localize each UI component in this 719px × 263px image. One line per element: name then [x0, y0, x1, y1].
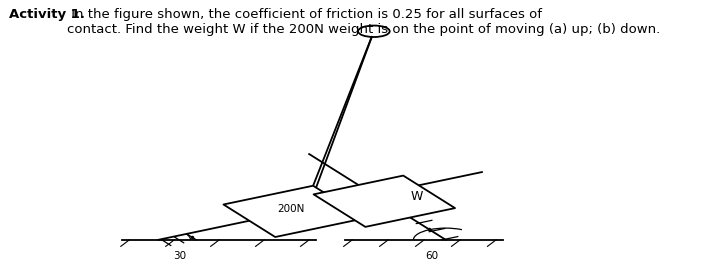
Text: 200N: 200N	[277, 204, 304, 214]
Polygon shape	[224, 186, 365, 237]
Text: Activity 1.: Activity 1.	[9, 8, 85, 21]
Polygon shape	[313, 176, 455, 227]
Text: 30: 30	[173, 251, 186, 261]
Text: In the figure shown, the coefficient of friction is 0.25 for all surfaces of
con: In the figure shown, the coefficient of …	[67, 8, 660, 36]
Text: W: W	[411, 190, 423, 203]
Text: 60: 60	[425, 251, 438, 261]
